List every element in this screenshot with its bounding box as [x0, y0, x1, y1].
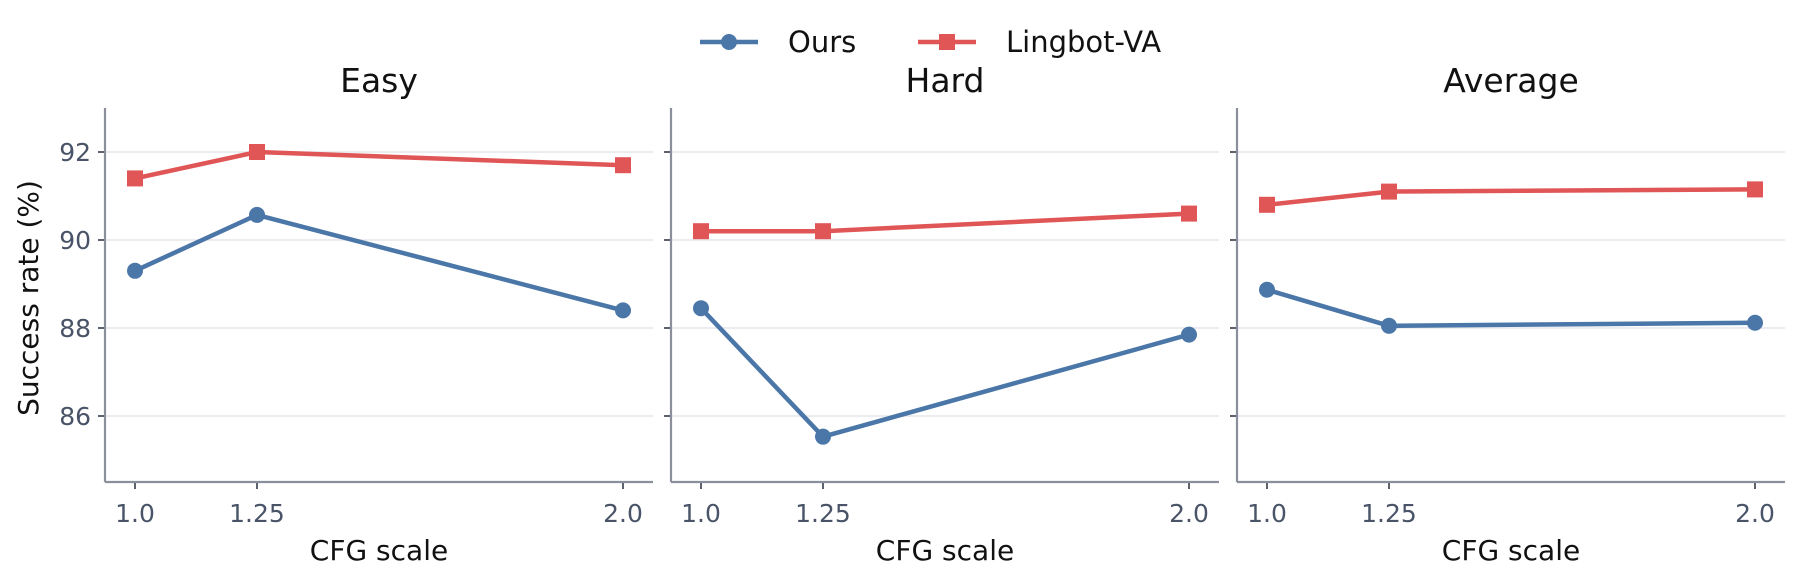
series-ours	[693, 300, 1197, 445]
x-tick-label: 1.0	[681, 499, 721, 528]
data-point	[1259, 281, 1275, 298]
y-tick-label: 92	[59, 138, 91, 167]
y-tick-label: 90	[59, 226, 91, 255]
series-lingbot-va	[127, 144, 631, 187]
data-point	[1381, 317, 1397, 334]
data-point	[1747, 181, 1763, 198]
series-lingbot-va	[1259, 181, 1763, 213]
panel-hard: 1.0 1.25 2.0 Hard CFG scale	[664, 61, 1219, 567]
series-line	[1266, 187, 1756, 208]
panel-easy: 86 88 90 92 1.0 1.25 2.0 Easy CFG scale	[59, 61, 653, 567]
panel-title: Average	[1443, 61, 1579, 100]
series-line	[134, 149, 624, 181]
x-tick-label: 1.0	[115, 499, 155, 528]
data-point	[127, 262, 143, 279]
x-tick-label: 2.0	[603, 499, 643, 528]
chart-panels: 86 88 90 92 1.0 1.25 2.0 Easy CFG scale 1.0 1.25 2.…	[59, 61, 1785, 567]
legend-label: Ours	[788, 25, 856, 59]
data-point	[1181, 205, 1197, 222]
series-line	[134, 212, 624, 313]
legend-item-ours: Ours	[700, 25, 856, 59]
data-point	[249, 206, 265, 223]
data-point	[127, 170, 143, 187]
data-point	[1181, 326, 1197, 343]
data-point	[693, 223, 709, 240]
x-tick-label: 1.0	[1247, 499, 1287, 528]
x-axis-label: CFG scale	[876, 534, 1014, 567]
series-ours	[127, 206, 631, 319]
x-axis-label: CFG scale	[1442, 534, 1580, 567]
data-point	[249, 144, 265, 160]
data-point	[1381, 183, 1397, 200]
data-point	[693, 300, 709, 317]
y-axis-label: Success rate (%)	[12, 180, 45, 416]
legend-marker	[939, 34, 955, 50]
data-point	[1747, 314, 1763, 331]
x-tick-label: 2.0	[1169, 499, 1209, 528]
data-point	[815, 428, 831, 445]
panel-title: Hard	[906, 61, 985, 100]
x-tick-label: 1.25	[1361, 499, 1417, 528]
data-point	[615, 157, 631, 174]
series-lingbot-va	[693, 205, 1197, 240]
series-line	[701, 211, 1190, 234]
series-ours	[1259, 281, 1763, 334]
x-tick-label: 1.25	[229, 499, 285, 528]
data-point	[815, 223, 831, 240]
legend-label: Lingbot-VA	[1006, 25, 1161, 59]
y-tick-label: 86	[59, 402, 91, 431]
panel-title: Easy	[340, 61, 418, 100]
x-axis-label: CFG scale	[310, 534, 448, 567]
y-tick-label: 88	[59, 314, 91, 343]
legend: Ours Lingbot-VA	[700, 25, 1161, 59]
data-point	[1259, 196, 1275, 213]
data-point	[615, 302, 631, 319]
series-line	[1266, 287, 1756, 329]
legend-marker	[721, 34, 737, 50]
panel-average: 1.0 1.25 2.0 Average CFG scale	[1230, 61, 1785, 567]
x-tick-label: 1.25	[795, 499, 851, 528]
x-tick-label: 2.0	[1735, 499, 1775, 528]
legend-item-lingbot-va: Lingbot-VA	[918, 25, 1161, 59]
